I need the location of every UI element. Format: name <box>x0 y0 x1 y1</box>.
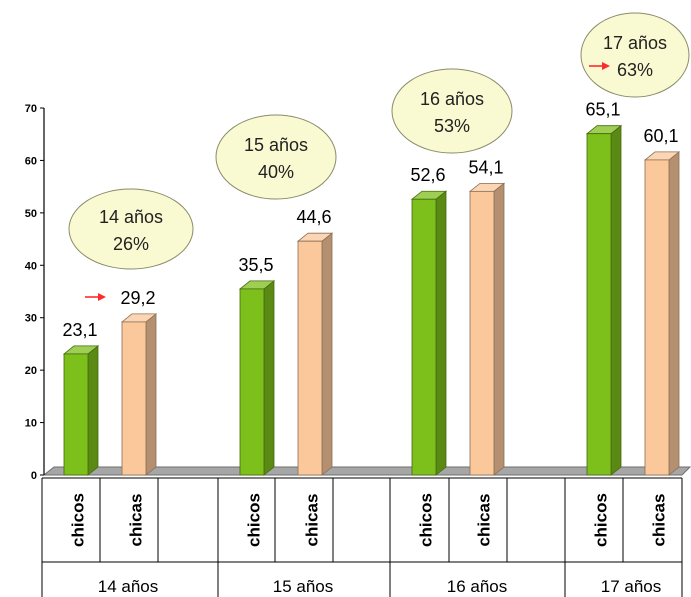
y-tick-label: 10 <box>25 418 37 430</box>
y-tick-label: 50 <box>25 208 37 220</box>
bubble-title: 17 años <box>603 33 667 53</box>
highlight-arrow-head <box>98 293 106 301</box>
bar-side-chicos <box>610 124 622 476</box>
bubble-value: 40% <box>258 162 294 182</box>
bar-chicos-14-años <box>63 353 89 476</box>
chart-floor <box>42 466 691 476</box>
percentage-bubble <box>580 12 690 98</box>
highlight-arrow-head <box>602 62 610 70</box>
group-label: 17 años <box>601 577 662 596</box>
y-tick-label: 40 <box>25 260 37 272</box>
data-label: 23,1 <box>62 320 97 340</box>
group-label: 16 años <box>447 577 508 596</box>
bubble-title: 16 años <box>420 89 484 109</box>
bar-chicos-15-años <box>239 288 265 476</box>
percentage-bubble <box>391 68 513 154</box>
y-tick-label: 60 <box>25 155 37 167</box>
bar-side-chicos <box>87 345 99 476</box>
bubble-value: 26% <box>113 234 149 254</box>
bar-chicas-17-años <box>644 159 670 476</box>
bar-chicos-17-años <box>586 133 612 476</box>
data-label: 29,2 <box>120 288 155 308</box>
y-tick-label: 30 <box>25 313 37 325</box>
category-label: chicas <box>474 494 493 547</box>
bar-side-chicas <box>493 182 505 476</box>
percentage-bubble <box>215 114 337 200</box>
bar-side-chicas <box>668 151 680 476</box>
bar-chicas-16-años <box>469 190 495 476</box>
data-label: 52,6 <box>410 165 445 185</box>
bubble-value: 63% <box>617 60 653 80</box>
category-label: chicas <box>302 494 321 547</box>
group-label: 14 años <box>98 577 159 596</box>
bar-side-chicos <box>263 280 275 476</box>
bubble-title: 15 años <box>244 135 308 155</box>
data-label: 60,1 <box>643 126 678 146</box>
y-tick-label: 0 <box>31 470 37 482</box>
data-label: 65,1 <box>585 100 620 120</box>
bar-chicas-14-años <box>121 321 147 476</box>
category-label: chicos <box>244 493 263 547</box>
percentage-bubble <box>68 188 194 270</box>
data-label: 54,1 <box>468 157 503 177</box>
bar-side-chicas <box>321 232 333 476</box>
category-label: chicas <box>649 494 668 547</box>
group-label: 15 años <box>273 577 334 596</box>
bubble-value: 53% <box>434 116 470 136</box>
category-label: chicos <box>416 493 435 547</box>
data-label: 44,6 <box>296 207 331 227</box>
bar-side-chicos <box>435 190 447 476</box>
bar-side-chicas <box>145 313 157 476</box>
category-label: chicos <box>68 493 87 547</box>
bar-chicos-16-años <box>411 198 437 476</box>
category-label: chicas <box>126 494 145 547</box>
y-tick-label: 20 <box>25 365 37 377</box>
data-label: 35,5 <box>238 255 273 275</box>
bar-chicas-15-años <box>297 240 323 476</box>
bubble-title: 14 años <box>99 207 163 227</box>
y-tick-label: 70 <box>25 103 37 115</box>
category-label: chicos <box>591 493 610 547</box>
